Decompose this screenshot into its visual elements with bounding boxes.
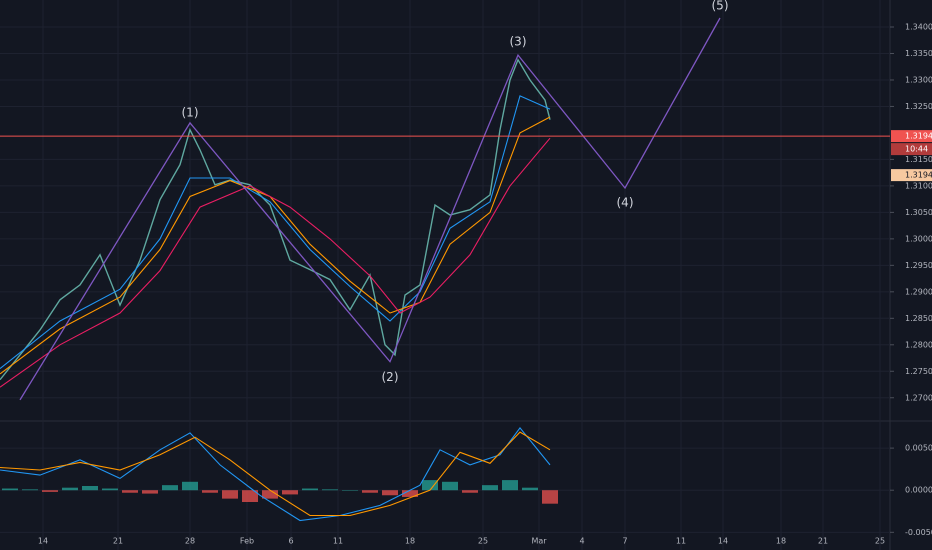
x-tick-label: 21 [113,537,123,546]
countdown-box [891,143,932,156]
x-tick-label: 6 [288,537,293,546]
line-series [0,58,551,381]
y-tick-label: 1.29500 [905,261,932,270]
x-tick-label: 14 [38,537,48,546]
x-tick-label: 7 [622,537,627,546]
histogram-bar [122,490,138,493]
ma-box [891,169,932,182]
y-tick-label: 1.29000 [905,287,932,296]
ma-label: 1.31943 [905,171,932,180]
histogram-bar [162,485,178,491]
x-tick-label: Feb [240,537,254,546]
y-tick-label: 1.32500 [905,102,932,111]
histogram-bar [322,489,338,491]
line-series [0,116,551,375]
y-tick-label: 0.0050 [905,444,932,453]
y-tick-label: 1.28000 [905,340,932,349]
wave-label: (5) [712,0,729,12]
x-tick-label: Mar [531,537,547,546]
countdown-label: 10:44 [905,145,928,154]
histogram-bar [62,487,78,491]
y-tick-label: 1.30000 [905,234,932,243]
x-tick-label: 25 [478,537,488,546]
histogram-bar [442,481,458,491]
histogram-bar [2,488,18,491]
histogram-bar [422,480,438,491]
histogram-bar [462,490,478,493]
histogram-bar [242,490,258,502]
wave-label: (3) [510,34,527,48]
line-series [0,427,551,522]
x-tick-label: 14 [718,537,728,546]
x-tick-label: 4 [579,537,584,546]
histogram-bar [202,490,218,493]
histogram-bar [222,490,238,499]
x-tick-label: 18 [405,537,415,546]
x-tick-label: 11 [676,537,686,546]
y-tick-label: 1.28500 [905,314,932,323]
line-series [0,137,551,388]
histogram-bar [102,488,118,491]
y-tick-label: -0.0050 [905,528,932,537]
histogram-bar [182,481,198,491]
y-tick-label: 1.27500 [905,367,932,376]
histogram-bar [42,490,58,492]
line-series [19,17,721,401]
y-tick-label: 0.0000 [905,486,932,495]
wave-label: (2) [382,370,399,384]
histogram-bar [302,488,318,491]
x-tick-label: 21 [818,537,828,546]
histogram-bar [402,490,418,497]
histogram-bar [82,486,98,491]
line-series [0,431,551,517]
histogram-bar [262,490,278,499]
y-tick-label: 1.34000 [905,23,932,32]
line-series [0,95,551,370]
y-tick-label: 1.30500 [905,208,932,217]
x-tick-label: 18 [776,537,786,546]
histogram-bar [362,490,378,493]
y-tick-label: 1.31000 [905,181,932,190]
histogram-bar [522,487,538,491]
y-tick-label: 1.27000 [905,393,932,402]
x-tick-label: 25 [875,537,885,546]
x-tick-label: 11 [333,537,343,546]
histogram-bar [282,490,298,495]
wave-label: (1) [182,105,199,119]
histogram-bar [22,489,38,491]
price-box [891,130,932,143]
histogram-bar [542,490,558,504]
y-tick-label: 1.33500 [905,49,932,58]
histogram-bar [142,490,158,494]
histogram-bar [502,480,518,491]
y-tick-label: 1.31500 [905,155,932,164]
x-tick-label: 28 [185,537,195,546]
histogram-bar [482,485,498,491]
histogram-bar [342,490,358,491]
y-tick-label: 1.33000 [905,75,932,84]
histogram-bar [382,490,398,496]
wave-label: (4) [617,195,634,209]
